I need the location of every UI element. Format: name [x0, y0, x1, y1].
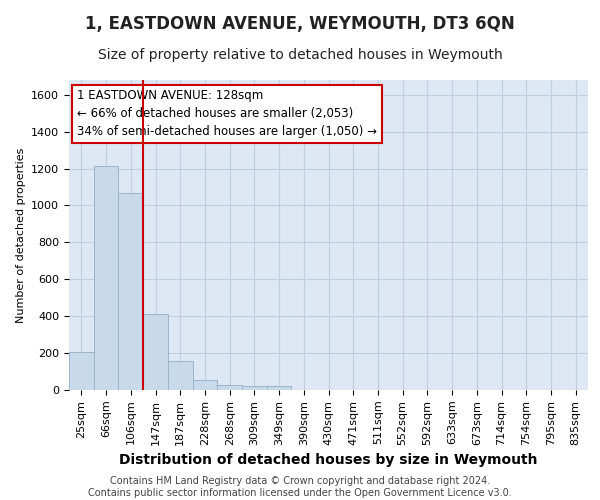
Text: 1 EASTDOWN AVENUE: 128sqm
← 66% of detached houses are smaller (2,053)
34% of se: 1 EASTDOWN AVENUE: 128sqm ← 66% of detac… [77, 90, 377, 138]
Bar [267, 386, 292, 390]
Bar [217, 385, 242, 390]
Text: 1, EASTDOWN AVENUE, WEYMOUTH, DT3 6QN: 1, EASTDOWN AVENUE, WEYMOUTH, DT3 6QN [85, 15, 515, 33]
Y-axis label: Number of detached properties: Number of detached properties [16, 148, 26, 322]
Bar [118, 192, 143, 390]
Text: Contains HM Land Registry data © Crown copyright and database right 2024.
Contai: Contains HM Land Registry data © Crown c… [88, 476, 512, 498]
Bar [193, 380, 217, 390]
Bar [242, 386, 267, 390]
Bar [143, 314, 168, 390]
Bar [168, 361, 193, 390]
Bar [69, 352, 94, 390]
Text: Size of property relative to detached houses in Weymouth: Size of property relative to detached ho… [98, 48, 502, 62]
X-axis label: Distribution of detached houses by size in Weymouth: Distribution of detached houses by size … [119, 453, 538, 467]
Bar [94, 166, 118, 390]
